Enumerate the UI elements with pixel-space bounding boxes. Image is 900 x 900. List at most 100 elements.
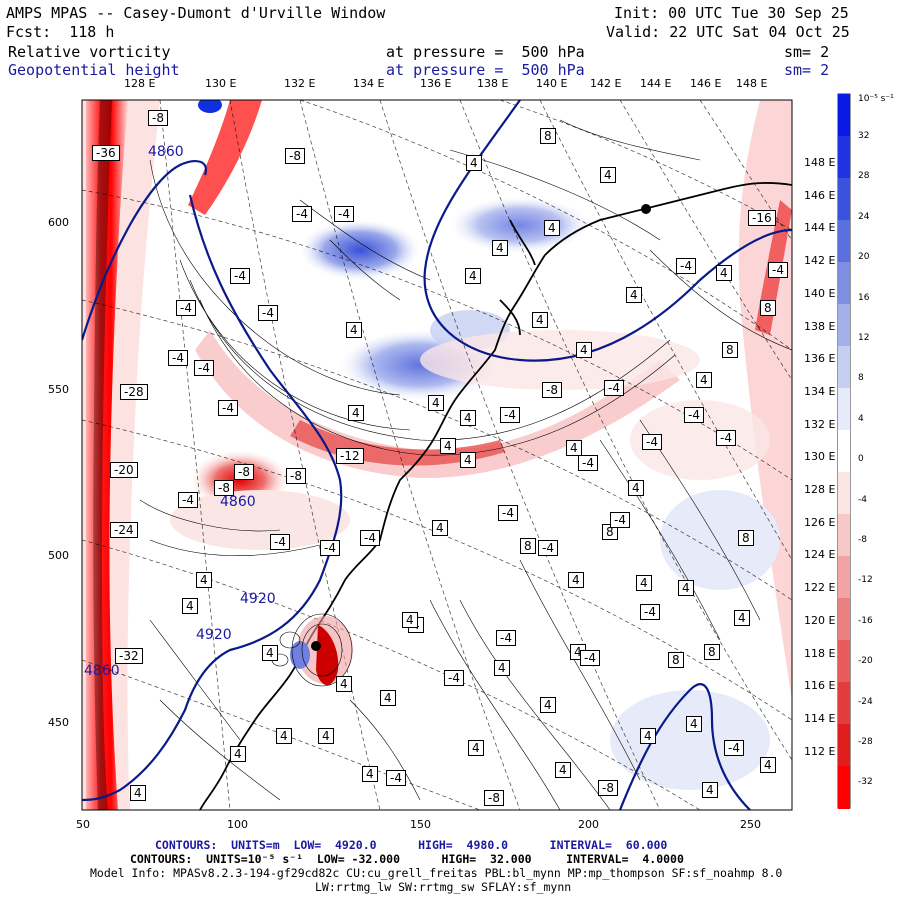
vorticity-label: -16 — [748, 210, 776, 226]
top-lon-label: 138 E — [477, 77, 509, 90]
vorticity-label: -4 — [498, 505, 518, 521]
colorbar-label: 20 — [858, 252, 870, 263]
vorticity-label: 4 — [346, 322, 362, 338]
footer-model-info: Model Info: MPASv8.2.3-194-gf29cd82c CU:… — [90, 866, 783, 880]
vorticity-label: 4 — [628, 480, 644, 496]
vorticity-label: 4 — [468, 740, 484, 756]
top-lon-label: 136 E — [420, 77, 452, 90]
colorbar-label: -8 — [858, 535, 867, 545]
vorticity-label: 4 — [600, 167, 616, 183]
right-lon-label: 138 E — [804, 319, 836, 333]
right-lon-label: 146 E — [804, 188, 836, 202]
right-lon-label: 136 E — [804, 352, 836, 366]
vorticity-label: 4 — [130, 785, 146, 801]
vorticity-label: 8 — [738, 530, 754, 546]
colorbar-label: -12 — [858, 575, 873, 586]
colorbar-label: 12 — [858, 333, 870, 343]
right-lon-label: 128 E — [804, 483, 836, 496]
vorticity-label: -4 — [386, 770, 406, 786]
height-contour-label: 4920 — [196, 627, 232, 643]
vorticity-label: -4 — [292, 206, 312, 222]
vorticity-label: -4 — [178, 492, 198, 508]
vorticity-label: -8 — [234, 464, 254, 480]
vorticity-label: 4 — [492, 240, 508, 256]
field1-level: at pressure = 500 hPa — [386, 43, 585, 61]
colorbar-label: 4 — [858, 413, 864, 424]
colorbar-swatch — [838, 178, 850, 221]
field2-level: at pressure = 500 hPa — [386, 61, 585, 79]
vorticity-label: -4 — [320, 540, 340, 556]
colorbar-swatch — [838, 514, 850, 557]
colorbar-swatch — [838, 430, 850, 473]
colorbar-swatch — [838, 472, 850, 515]
vorticity-label: -4 — [258, 305, 278, 321]
vorticity-label: 4 — [760, 757, 776, 773]
vorticity-label: 4 — [402, 612, 418, 628]
vorticity-label: 4 — [362, 766, 378, 782]
vorticity-label: 4 — [460, 452, 476, 468]
vorticity-label: -4 — [538, 540, 558, 556]
vorticity-label: 4 — [465, 268, 481, 284]
vorticity-label: 8 — [722, 342, 738, 358]
colorbar-label: 24 — [858, 211, 870, 222]
vorticity-label: 4 — [576, 342, 592, 358]
vorticity-label: -4 — [768, 262, 788, 278]
right-lon-label: 124 E — [804, 548, 836, 562]
colorbar-label: 32 — [858, 131, 870, 141]
colorbar-swatch — [838, 640, 850, 683]
vorticity-label: 4 — [626, 287, 642, 303]
top-lon-label: 128 E — [124, 77, 156, 90]
footer-vorticity-contours: CONTOURS: UNITS=10⁻⁵ s⁻¹ LOW= -32.000 HI… — [130, 852, 684, 866]
vorticity-label: 4 — [636, 575, 652, 591]
vorticity-label: -8 — [598, 780, 618, 796]
colorbar-swatch — [838, 724, 850, 767]
colorbar-label: 16 — [858, 292, 870, 303]
colorbar-label: -16 — [858, 615, 873, 626]
y-axis-label: 600 — [48, 216, 69, 229]
colorbar-swatch — [838, 766, 850, 809]
vorticity-label: 4 — [196, 572, 212, 588]
height-contour-label: 4920 — [240, 591, 276, 607]
vorticity-label: 4 — [566, 440, 582, 456]
colorbar-label: 28 — [858, 171, 870, 182]
vorticity-label: 4 — [568, 572, 584, 588]
colorbar-swatch — [838, 388, 850, 431]
right-lon-label: 140 E — [804, 286, 836, 300]
vorticity-label: -4 — [716, 430, 736, 446]
vorticity-label: 8 — [668, 652, 684, 668]
vorticity-label: -4 — [642, 434, 662, 450]
vorticity-label: 8 — [540, 128, 556, 144]
vorticity-label: -4 — [578, 455, 598, 471]
valid-time: Valid: 22 UTC Sat 04 Oct 25 — [606, 23, 850, 41]
height-contour-label: 4860 — [148, 144, 184, 160]
vorticity-label: 4 — [336, 676, 352, 692]
vorticity-label: -4 — [176, 300, 196, 316]
plot-title: AMPS MPAS -- Casey-Dumont d'Urville Wind… — [6, 4, 386, 22]
vorticity-label: 4 — [230, 746, 246, 762]
vorticity-label: 4 — [262, 645, 278, 661]
vorticity-label: -4 — [360, 530, 380, 546]
colorbar-label: 0 — [858, 454, 864, 465]
vorticity-label: 4 — [702, 782, 718, 798]
vorticity-label: 4 — [494, 660, 510, 676]
right-lon-label: 126 E — [804, 515, 836, 529]
colorbar-label: 8 — [858, 373, 864, 384]
map-field — [82, 100, 792, 810]
forecast-hour: Fcst: 118 h — [6, 23, 115, 41]
x-axis-label: 150 — [410, 818, 431, 831]
vorticity-label: -8 — [484, 790, 504, 806]
colorbar-swatch — [838, 346, 850, 389]
right-lon-label: 144 E — [804, 221, 836, 235]
vorticity-label: -8 — [542, 382, 562, 398]
convective-cluster — [271, 613, 353, 687]
vorticity-label: 4 — [276, 728, 292, 744]
station-marker — [641, 204, 651, 214]
vorticity-label: 4 — [686, 716, 702, 732]
vorticity-label: -4 — [580, 650, 600, 666]
colorbar-unit: 10⁻⁵ s⁻¹ — [858, 94, 894, 104]
right-lon-label: 114 E — [804, 711, 836, 725]
field2-smooth: sm= 2 — [784, 61, 830, 79]
top-lon-label: 144 E — [640, 77, 672, 90]
colorbar-label: -28 — [858, 737, 873, 747]
